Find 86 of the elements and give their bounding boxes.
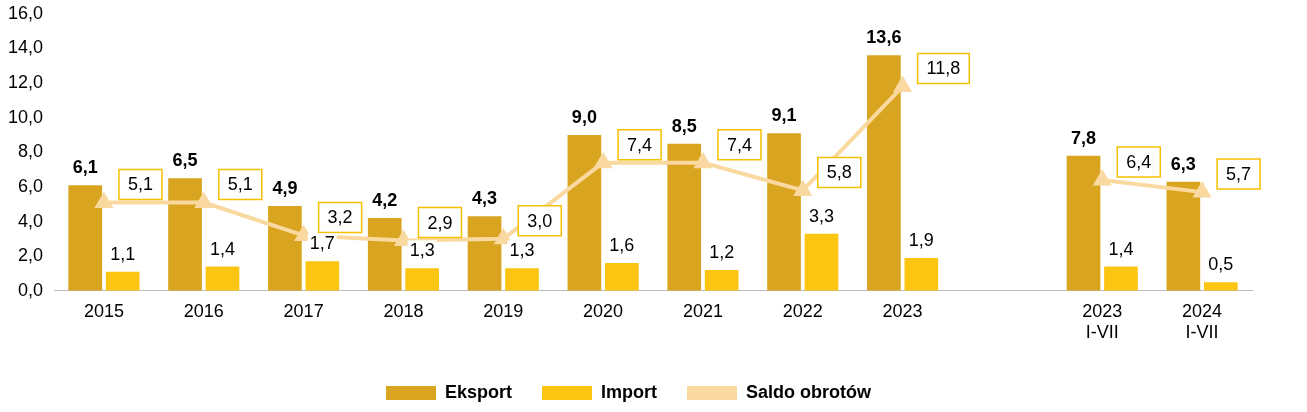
bar <box>1104 266 1138 291</box>
bar <box>268 205 302 291</box>
data-label: 1,4 <box>209 238 236 259</box>
point <box>694 153 711 169</box>
y-tick-label: 16,0 <box>7 2 44 23</box>
point <box>194 191 213 209</box>
data-label: 1,6 <box>609 235 635 256</box>
data-label: 9,0 <box>571 106 597 127</box>
point <box>495 229 512 245</box>
data-label: 13,6 <box>866 27 902 48</box>
bar <box>367 218 402 291</box>
point <box>893 75 912 93</box>
bar <box>1203 282 1238 291</box>
y-tick-label: 2,0 <box>18 245 44 266</box>
x-tick-label: 2019 <box>483 300 524 321</box>
data-label: 3,0 <box>527 210 553 231</box>
data-label: 11,8 <box>926 58 961 79</box>
bar <box>68 185 103 291</box>
data-label: 7,4 <box>627 134 653 155</box>
bar <box>505 268 539 291</box>
bar <box>205 266 240 291</box>
point <box>794 181 811 196</box>
bar <box>904 257 939 291</box>
legend-label: Eksport <box>445 381 513 402</box>
x-tick-label: 2024 I-VII <box>1182 300 1223 343</box>
x-tick-label: 2017 <box>283 300 324 321</box>
bar <box>604 263 639 291</box>
x-tick-label: 2023 I-VII <box>1082 300 1123 343</box>
point <box>1094 171 1111 186</box>
data-label: 3,2 <box>327 207 353 228</box>
x-tick-label: 2015 <box>83 300 124 321</box>
data-label: 6,3 <box>1170 153 1196 174</box>
data-label: 1,7 <box>309 233 335 254</box>
data-label: 4,9 <box>272 177 298 198</box>
data-label: 1,3 <box>509 240 535 261</box>
bar <box>467 216 502 291</box>
y-tick-label: 4,0 <box>18 210 44 231</box>
y-tick-label: 8,0 <box>18 141 44 162</box>
x-tick-label: 2016 <box>183 300 224 321</box>
data-label: 6,4 <box>1126 151 1152 172</box>
bar <box>667 143 702 291</box>
y-tick-label: 12,0 <box>7 72 44 93</box>
bar <box>567 134 602 291</box>
data-label: 9,1 <box>771 105 797 126</box>
data-label: 0,5 <box>1208 254 1234 275</box>
data-label: 2,9 <box>427 212 453 233</box>
point <box>1194 183 1211 198</box>
data-label: 5,1 <box>227 174 253 195</box>
data-label: 1,9 <box>908 229 934 250</box>
x-tick-label: 2018 <box>383 300 424 321</box>
bar <box>1166 181 1201 291</box>
data-label: 3,3 <box>808 205 834 226</box>
data-label: 6,5 <box>172 150 198 171</box>
x-tick-label: 2022 <box>782 300 823 321</box>
y-tick-label: 10,0 <box>7 106 44 127</box>
x-tick-label: 2020 <box>583 300 624 321</box>
bar <box>704 270 739 291</box>
bar <box>767 133 801 291</box>
y-tick-label: 0,0 <box>18 279 44 300</box>
data-label: 4,2 <box>372 190 398 211</box>
bar <box>305 261 340 291</box>
x-tick-label: 2023 <box>882 300 923 321</box>
bar <box>105 271 140 291</box>
legend-label: Saldo obrotów <box>746 381 872 402</box>
data-label: 7,8 <box>1071 127 1097 148</box>
bar <box>867 55 901 291</box>
bar <box>1066 155 1101 291</box>
y-tick-label: 14,0 <box>7 37 44 58</box>
data-label: 1,1 <box>110 243 136 264</box>
legend-label: Import <box>601 381 658 402</box>
data-label: 5,8 <box>826 162 852 183</box>
data-label: 1,2 <box>709 241 735 262</box>
data-label: 4,3 <box>472 188 498 209</box>
data-label: 5,1 <box>127 174 153 195</box>
y-tick-label: 6,0 <box>18 175 44 196</box>
bar <box>405 268 440 291</box>
bar <box>804 233 839 291</box>
x-tick-label: 2021 <box>682 300 723 321</box>
point <box>595 153 612 169</box>
data-label: 1,4 <box>1108 238 1134 259</box>
data-label: 6,1 <box>72 157 98 178</box>
data-label: 5,7 <box>1226 164 1252 185</box>
data-label: 7,4 <box>726 134 752 155</box>
data-label: 8,5 <box>671 115 697 136</box>
data-label: 1,3 <box>409 240 435 261</box>
bar <box>168 178 202 291</box>
